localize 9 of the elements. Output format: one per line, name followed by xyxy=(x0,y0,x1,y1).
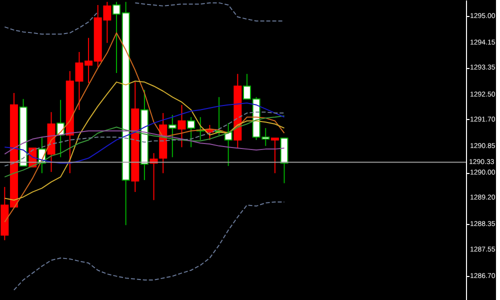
candlestick xyxy=(178,104,186,148)
line-series xyxy=(4,80,285,201)
line-series xyxy=(13,201,285,290)
line-series xyxy=(4,115,285,178)
candlestick xyxy=(270,138,279,174)
line-series xyxy=(4,112,285,166)
candlestick xyxy=(168,114,176,158)
line-series xyxy=(4,102,285,164)
candlestick xyxy=(187,116,196,148)
